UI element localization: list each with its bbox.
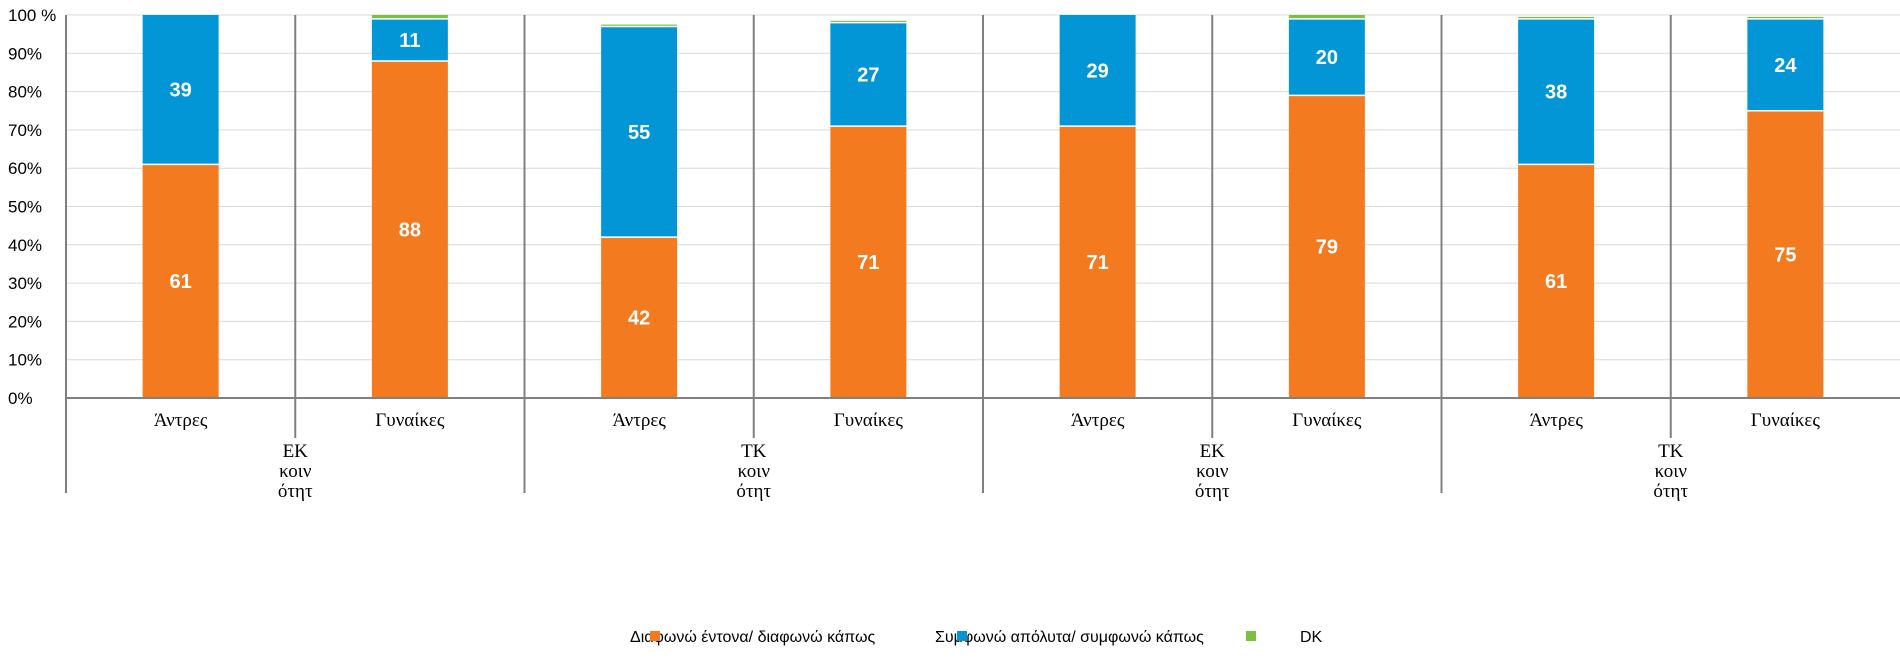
bar-segment <box>371 18 448 61</box>
bar-segment <box>1059 15 1136 127</box>
x-group-label: ΤΚ <box>741 441 767 462</box>
y-tick-label: 0% <box>8 389 33 408</box>
bar-segment <box>1518 164 1595 398</box>
x-group-label: ΕΚ <box>283 441 309 462</box>
data-label: 55 <box>628 122 650 144</box>
x-group-label: κοιν <box>279 461 312 482</box>
bar-segment <box>830 126 907 398</box>
x-category-label: Γυναίκες <box>834 410 904 431</box>
legend-marker <box>1246 631 1256 641</box>
y-tick-label: 90% <box>8 44 42 63</box>
data-label: 20 <box>1316 47 1338 69</box>
data-label: 71 <box>1087 252 1109 274</box>
legend-label: Διαφωνώ έντονα/ διαφωνώ κάπως <box>630 629 875 646</box>
bar-segment <box>371 15 448 19</box>
data-label: 71 <box>857 252 879 274</box>
y-tick-label: 40% <box>8 236 42 255</box>
bar-segment <box>1059 126 1136 398</box>
y-tick-label: 50% <box>8 198 42 217</box>
legend-label: DK <box>1300 629 1323 646</box>
x-category-label: Άντρες <box>154 410 208 431</box>
data-labels: 61 39 88 11 42 55 71 27 71 29 79 20 61 38 75 24 <box>170 30 1798 330</box>
y-tick-label: 30% <box>8 274 42 293</box>
bar-segment <box>1288 18 1365 96</box>
data-label: 27 <box>857 64 879 86</box>
y-tick-label: 10% <box>8 351 42 370</box>
y-axis-tick-labels: 0% 10% 20% 30% 40% 50% 60% 70% 80% 90% 100 % <box>8 6 56 408</box>
y-tick-label: 100 % <box>8 6 56 25</box>
bar-segment <box>601 237 678 398</box>
bar-segment <box>142 15 219 165</box>
bar-segment <box>830 22 907 127</box>
bar-segment <box>830 20 907 23</box>
legend-label: Συμφωνώ απόλυτα/ συμφωνώ κάπως <box>935 629 1204 646</box>
axes <box>65 15 1900 493</box>
x-group-label: κοιν <box>1655 461 1688 482</box>
x-group-label: ότητ <box>1195 481 1230 502</box>
bar-segment <box>1288 15 1365 19</box>
bar-segment <box>601 24 678 27</box>
data-label: 38 <box>1545 82 1567 104</box>
x-category-label: Γυναίκες <box>1292 410 1362 431</box>
x-group-label: ότητ <box>278 481 313 502</box>
data-label: 24 <box>1774 55 1797 77</box>
x-group-label: κοιν <box>1196 461 1229 482</box>
bar-segment <box>1747 110 1824 398</box>
x-category-label: Γυναίκες <box>375 410 445 431</box>
legend: Διαφωνώ έντονα/ διαφωνώ κάπως Συμφωνώ από… <box>630 629 1323 646</box>
data-label: 61 <box>1545 271 1567 293</box>
bar-segment <box>1518 18 1595 165</box>
y-tick-label: 20% <box>8 312 42 331</box>
x-category-label: Άντρες <box>1529 410 1583 431</box>
data-label: 39 <box>170 80 192 102</box>
x-category-label: Άντρες <box>612 410 666 431</box>
data-label: 88 <box>399 219 421 241</box>
bar-segment <box>371 60 448 399</box>
bar-segment <box>1747 18 1824 111</box>
bars <box>142 15 1824 399</box>
y-tick-label: 80% <box>8 83 42 102</box>
x-axis-category-labels: Άντρες Γυναίκες Άντρες Γυναίκες Άντρες Γυναίκ… <box>154 410 1821 431</box>
bar-segment <box>1747 16 1824 19</box>
bar-segment <box>1288 95 1365 399</box>
bar-segment <box>601 26 678 238</box>
data-label: 75 <box>1774 244 1796 266</box>
y-tick-label: 60% <box>8 159 42 178</box>
data-label: 29 <box>1087 61 1109 83</box>
x-group-label: κοιν <box>738 461 771 482</box>
bar-segment <box>142 164 219 398</box>
data-label: 11 <box>399 30 420 52</box>
x-group-label: ΕΚ <box>1200 441 1226 462</box>
x-category-label: Γυναίκες <box>1751 410 1821 431</box>
data-label: 42 <box>628 308 650 330</box>
legend-marker <box>957 631 967 641</box>
legend-marker <box>650 631 660 641</box>
bar-segment <box>1518 16 1595 19</box>
x-group-label: ότητ <box>1653 481 1688 502</box>
y-tick-label: 70% <box>8 121 42 140</box>
data-label: 79 <box>1316 237 1338 259</box>
x-group-label: ότητ <box>736 481 771 502</box>
x-group-label: ΤΚ <box>1658 441 1684 462</box>
x-category-label: Άντρες <box>1071 410 1125 431</box>
data-label: 61 <box>170 271 192 293</box>
